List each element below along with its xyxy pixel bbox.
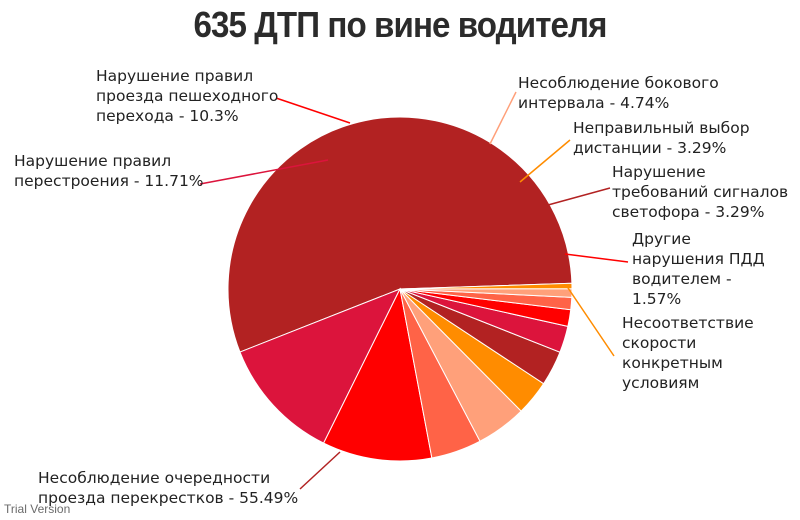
label-speed-mismatch: Несоответствие скорости конкретным условиям [622,314,754,392]
leader-line [489,91,517,145]
label-crossroads-priority: Несоблюдение очередности проезда перекрес… [38,469,299,507]
leader-line [547,187,611,206]
leader-line [565,284,615,357]
leader-line [564,253,629,263]
label-lane-change: Нарушение правил перестроения - 11.71% [14,152,204,190]
chart-title: 635 ДТП по вине водителя [193,4,607,45]
pie-slice [239,288,402,444]
label-side-interval: Несоблюдение бокового интервала - 4.74% [518,74,719,112]
leader-line [519,139,571,183]
label-pedestrian-crossing: Нарушение правил проезда пешеходного перех… [96,67,279,125]
leader-line [275,97,351,124]
pie-slice [322,287,433,462]
label-other-violations: Другие нарушения ПДД водителем -1.57% [632,230,765,308]
watermark-text: Trial Version [4,502,71,516]
label-distance: Неправильный выбор дистанции - 3.29% [573,119,750,157]
leader-line [199,159,329,185]
pie-slice [227,116,573,353]
label-traffic-light: Нарушение требований сигналов светофора - … [612,163,789,221]
pie-slice [399,282,573,290]
leader-line [299,451,341,490]
